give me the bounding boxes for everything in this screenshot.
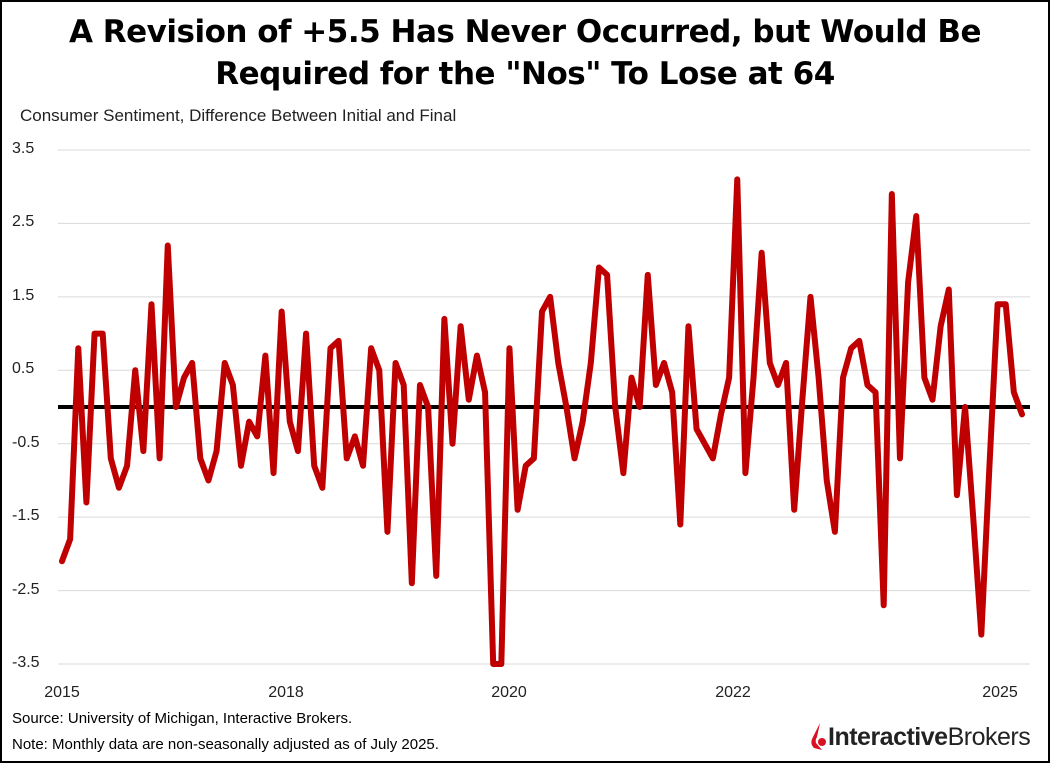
chart-subtitle: Consumer Sentiment, Difference Between I… (20, 106, 457, 125)
y-tick-label: -3.5 (12, 654, 40, 671)
interactive-brokers-logo: InteractiveBrokers (808, 722, 1031, 752)
series-line (59, 176, 1025, 667)
x-tick-label: 2018 (268, 684, 304, 701)
x-tick-label: 2022 (715, 684, 751, 701)
y-tick-label: -1.5 (12, 507, 40, 525)
y-tick-label: -0.5 (12, 433, 40, 451)
y-tick-label: 0.5 (12, 360, 35, 378)
ib-flame-icon (811, 723, 826, 750)
x-tick-label: 2020 (491, 684, 527, 701)
chart-title-line-1: A Revision of +5.5 Has Never Occurred, b… (68, 14, 982, 50)
logo-text-bold: Interactive (828, 722, 948, 751)
data-note: Note: Monthly data are non-seasonally ad… (12, 736, 439, 753)
logo-text-regular: Brokers (947, 722, 1031, 751)
y-tick-label: 2.5 (12, 213, 35, 231)
x-tick-label: 2015 (44, 684, 80, 701)
y-tick-label: 1.5 (12, 286, 35, 304)
source-note: Source: University of Michigan, Interact… (12, 710, 353, 727)
x-tick-label: 2025 (982, 684, 1018, 701)
y-tick-label: -2.5 (12, 580, 40, 598)
chart-title-line-2: Required for the "Nos" To Lose at 64 (215, 56, 835, 92)
y-tick-label: 3.5 (12, 140, 35, 157)
